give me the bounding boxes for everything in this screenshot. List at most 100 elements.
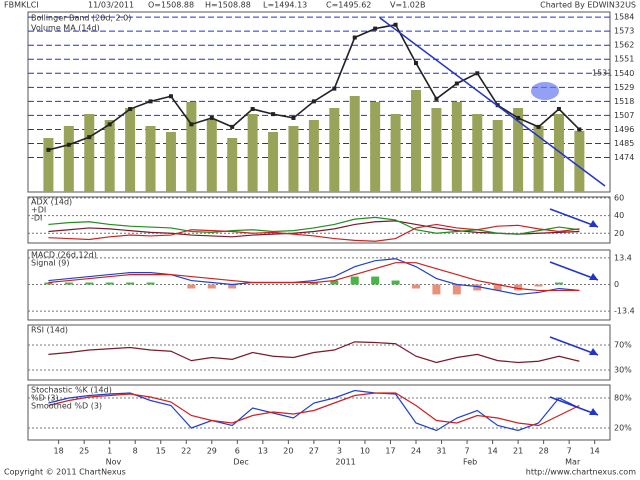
legend-label: +DI	[31, 206, 46, 215]
arrow	[549, 208, 599, 228]
price-point	[577, 127, 582, 132]
y-tick-label: 1518	[614, 97, 634, 106]
histogram-bar	[432, 284, 441, 295]
series-line	[48, 216, 580, 235]
legend-label: Volume MA (14d)	[31, 24, 100, 33]
volume-bar	[533, 126, 544, 192]
y-tick-label: 13.4	[614, 253, 632, 262]
x-tick-label: 13	[258, 447, 268, 456]
open: O=1508.88	[148, 1, 194, 10]
y-tick-label: 1551	[614, 55, 634, 64]
y-tick-label: 80%	[614, 394, 632, 403]
histogram-bar	[187, 284, 196, 289]
y-tick-label: 20%	[614, 424, 632, 433]
price-point	[516, 115, 521, 120]
y-tick-label: 1474	[614, 153, 634, 162]
volume-bar	[43, 138, 54, 192]
arrow	[549, 396, 599, 416]
price-point	[352, 35, 357, 40]
x-tick-label: 6	[235, 447, 240, 456]
annotation: 1531	[592, 69, 612, 78]
x-tick-label: 31	[436, 447, 446, 456]
price-point	[475, 71, 480, 76]
volume-bar	[125, 108, 136, 192]
volume-bar	[308, 120, 319, 192]
histogram-bar	[534, 284, 543, 287]
arrow-head	[589, 273, 598, 280]
price-point	[168, 94, 173, 99]
y-tick-label: 70%	[614, 341, 632, 350]
histogram-bar	[514, 284, 523, 291]
histogram-bar	[371, 276, 380, 285]
y-tick-label: 1540	[614, 69, 634, 78]
volume-bar	[247, 114, 258, 192]
price-point	[271, 112, 276, 117]
histogram-bar	[309, 282, 318, 285]
price-point	[87, 135, 92, 140]
price-point	[250, 107, 255, 112]
histogram-bar	[412, 284, 420, 289]
price-point	[311, 99, 316, 104]
histogram-bar	[473, 284, 482, 291]
copyright: Copyright © 2011 ChartNexus	[4, 468, 126, 477]
legend-label: Bollinger Band (20d, 2.0)	[31, 14, 131, 23]
y-tick-label: 30%	[614, 366, 632, 375]
volume-bar	[104, 120, 115, 192]
price-point	[148, 99, 153, 104]
y-tick-label: 1573	[614, 27, 634, 36]
price-point	[556, 107, 561, 112]
price-point	[46, 147, 51, 152]
url: http://www.chartnexus.com	[526, 468, 636, 477]
panel	[27, 324, 611, 381]
y-tick-label: 1529	[614, 83, 634, 92]
panel-title: Stochastic %K (14d)	[31, 386, 112, 395]
histogram-bar	[391, 280, 400, 285]
volume-bar	[370, 102, 381, 192]
legend-label: Signal (9)	[31, 259, 69, 268]
price-point	[454, 81, 459, 86]
x-tick-label: 7	[465, 447, 470, 456]
arrow	[549, 336, 599, 356]
arrow-head	[589, 348, 598, 355]
series-line	[48, 392, 580, 427]
volume-bar	[186, 102, 197, 192]
x-tick-label: 24	[411, 447, 421, 456]
highlight	[531, 82, 559, 100]
series-line	[48, 262, 580, 292]
volume-bar	[268, 132, 279, 192]
price-point	[536, 124, 541, 129]
panel	[27, 11, 611, 193]
histogram-bar	[207, 284, 216, 289]
price-point	[107, 122, 112, 127]
legend-label: -DI	[31, 214, 42, 223]
panel	[27, 249, 611, 321]
x-tick-label: 8	[133, 447, 138, 456]
histogram-bar	[44, 282, 53, 285]
panel-title: MACD (26d,12d)	[31, 251, 97, 260]
volume-bar	[349, 96, 360, 192]
price-point	[373, 26, 378, 31]
volume-bar	[288, 126, 299, 192]
x-tick-label: 17	[385, 447, 395, 456]
y-tick-label: 60	[614, 193, 624, 202]
histogram-bar	[85, 282, 94, 285]
month-label: 2011	[335, 458, 355, 467]
close: C=1495.62	[326, 1, 371, 10]
trendline	[379, 17, 606, 187]
x-tick-label: 1	[107, 447, 112, 456]
histogram-bar	[228, 284, 237, 289]
histogram-bar	[64, 282, 73, 285]
x-tick-label: 18	[54, 447, 64, 456]
month-label: Dec	[233, 458, 248, 467]
arrow	[549, 261, 599, 281]
legend-label: %D (3)	[31, 394, 59, 403]
month-label: Feb	[463, 458, 477, 467]
x-tick-label: 3	[337, 447, 342, 456]
volume-bar	[329, 108, 340, 192]
x-tick-label: 14	[590, 447, 600, 456]
price-point	[209, 115, 214, 120]
histogram-bar	[330, 280, 339, 285]
volume-bar	[472, 114, 483, 192]
volume-bar	[431, 108, 442, 192]
